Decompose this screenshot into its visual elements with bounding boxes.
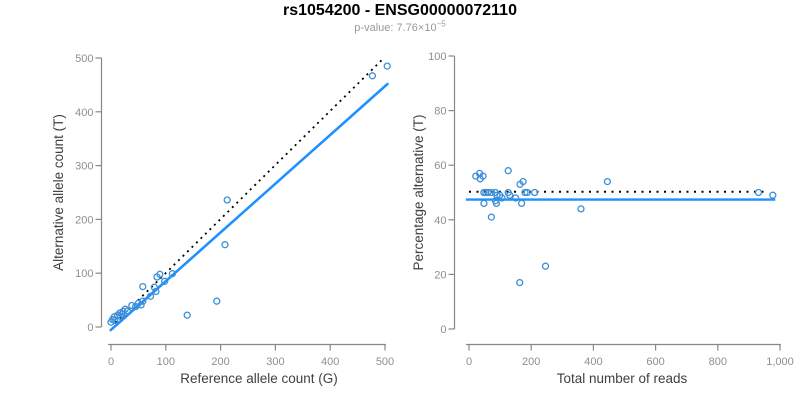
data-point — [541, 262, 550, 270]
y-axis-title: Percentage alternative (T) — [411, 114, 426, 270]
data-point — [150, 283, 158, 291]
x-tick-label: 0 — [466, 356, 472, 368]
y-tick-label: 300 — [75, 161, 93, 173]
plot-title: rs1054200 - ENSG00000072110 — [283, 2, 517, 19]
data-point — [213, 297, 221, 305]
data-point — [504, 167, 512, 175]
data-point — [139, 297, 147, 305]
data-point — [119, 307, 127, 316]
data-point — [498, 194, 506, 202]
data-point — [137, 301, 145, 309]
data-point — [479, 172, 487, 180]
data-point — [511, 194, 520, 202]
x-tick-label: 400 — [584, 356, 602, 368]
data-point — [383, 62, 391, 70]
data-point — [603, 177, 612, 186]
pvalue-subtitle: p-value: 7.76×10−5 — [0, 19, 800, 34]
data-point — [484, 188, 492, 197]
data-point — [139, 282, 147, 291]
x-tick-label: 100 — [157, 356, 175, 368]
data-point — [487, 188, 496, 197]
x-tick-label: 500 — [376, 356, 394, 368]
x-tick-label: 400 — [321, 356, 339, 368]
y-tick-label: 200 — [75, 214, 93, 226]
y-tick-label: 0 — [440, 324, 446, 336]
y-tick-label: 40 — [434, 215, 446, 227]
x-tick-label: 200 — [522, 356, 540, 368]
data-point — [368, 72, 377, 80]
y-tick-label: 400 — [75, 107, 93, 119]
data-point — [769, 191, 777, 199]
data-point — [128, 301, 136, 310]
data-point — [152, 287, 160, 296]
data-point — [146, 292, 155, 300]
data-point — [183, 311, 191, 319]
data-point — [577, 205, 585, 213]
data-point — [223, 196, 231, 204]
data-point — [480, 199, 488, 208]
left-plot-allele-counts: 0 100 200 300 400 500 0 100 200 300 400 500 Referenc… — [51, 53, 394, 386]
identity-line — [114, 57, 385, 324]
data-point — [754, 188, 763, 197]
x-tick-label: 300 — [266, 356, 284, 368]
y-tick-label: 100 — [75, 268, 93, 280]
data-point — [530, 188, 539, 197]
y-tick-label: 100 — [428, 51, 446, 63]
data-point — [487, 213, 496, 221]
x-tick-label: 200 — [211, 356, 229, 368]
data-point — [523, 188, 531, 197]
x-tick-label: 0 — [108, 356, 114, 368]
data-point — [506, 191, 514, 199]
right-plot-percentage-vs-reads: 0 20 40 60 80 100 0 200 400 600 800 1,000 Total numb… — [411, 51, 794, 386]
y-axis-title: Alternative allele count (T) — [51, 114, 66, 271]
y-tick-label: 0 — [87, 322, 93, 334]
y-tick-label: 60 — [434, 160, 446, 172]
data-point — [168, 270, 177, 278]
data-point — [516, 278, 524, 287]
data-point — [161, 277, 169, 285]
pvalue-exponent: −5 — [436, 19, 446, 29]
data-point — [521, 188, 529, 197]
data-point — [123, 307, 132, 315]
y-tick-label: 80 — [434, 106, 446, 118]
data-point — [156, 270, 164, 278]
x-tick-label: 800 — [709, 356, 727, 368]
data-point — [492, 199, 501, 208]
y-tick-label: 500 — [75, 53, 93, 65]
x-axis-title: Total number of reads — [557, 371, 688, 386]
pvalue-text: p-value: 7.76×10 — [354, 22, 437, 34]
x-tick-label: 600 — [646, 356, 664, 368]
data-point — [519, 177, 527, 186]
data-point — [517, 199, 526, 208]
data-point — [221, 241, 229, 249]
x-axis-title: Reference allele count (G) — [180, 371, 338, 386]
x-tick-label: 1,000 — [766, 356, 794, 368]
y-tick-label: 20 — [434, 269, 446, 281]
